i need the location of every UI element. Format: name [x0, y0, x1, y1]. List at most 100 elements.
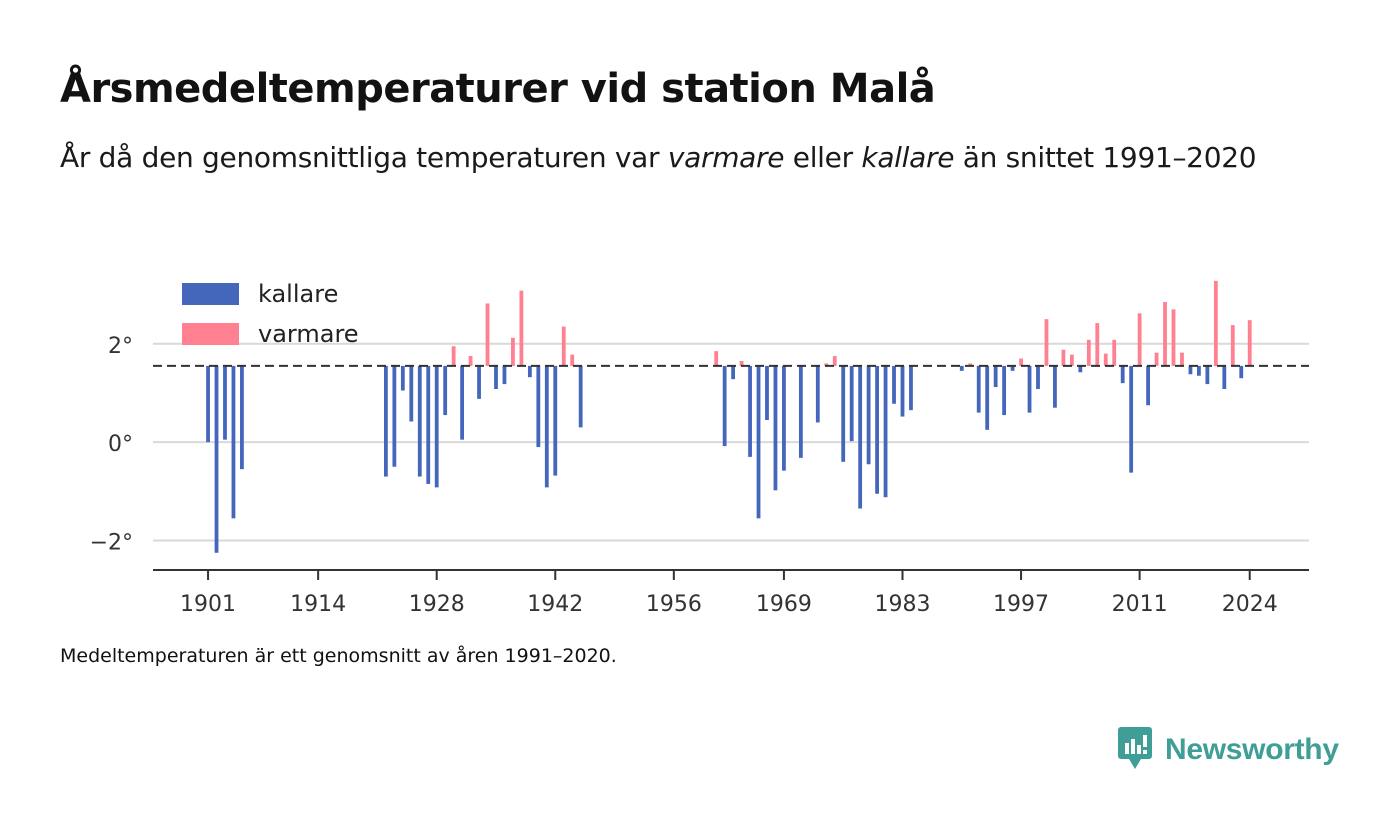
legend-swatch-kallare — [182, 283, 239, 305]
bar-kallare — [985, 365, 990, 430]
bar-kallare — [502, 365, 507, 385]
bar-varmare — [1019, 358, 1023, 366]
bar-kallare — [223, 365, 227, 440]
y-tick-label: 2° — [108, 334, 133, 359]
bar-kallare — [206, 365, 210, 443]
brand-name: Newsworthy — [1165, 733, 1339, 766]
x-tick-label: 1983 — [874, 592, 930, 617]
bar-kallare — [578, 365, 583, 428]
bar-kallare — [544, 365, 549, 488]
x-axis: 1901 1914 1928 1942 1956 1969 1983 1997 2011 2024 — [180, 570, 1278, 617]
gridlines — [153, 342, 1309, 542]
subtitle-prefix: År då den genomsnittliga temperaturen va… — [60, 141, 668, 174]
bar-kallare — [866, 365, 871, 465]
subtitle-suffix: än snittet 1991–2020 — [954, 141, 1257, 174]
bar-kallare — [815, 365, 820, 423]
bar-kallare — [782, 365, 786, 471]
x-tick-label: 1901 — [180, 592, 236, 617]
bar-kallare — [1188, 365, 1193, 375]
bar-kallare — [536, 365, 541, 448]
subtitle-warm: varmare — [667, 141, 785, 174]
bar-kallare — [409, 365, 414, 422]
x-tick-label: 2024 — [1222, 592, 1278, 617]
bar-varmare — [1044, 319, 1049, 366]
bar-varmare — [519, 290, 524, 366]
bar-kallare — [1036, 365, 1040, 390]
bar-kallare — [883, 365, 888, 498]
bar-kallare — [240, 365, 244, 470]
bar-varmare — [1213, 280, 1218, 366]
bar-varmare — [1137, 313, 1142, 366]
bar-kallare — [434, 365, 439, 488]
bar-varmare — [1069, 354, 1074, 366]
bar-kallare — [477, 365, 481, 399]
legend: kallare varmare — [182, 280, 359, 348]
newsworthy-logo-icon — [1117, 726, 1153, 774]
brand-logo: Newsworthy — [1117, 727, 1339, 773]
legend-swatch-varmare — [182, 323, 239, 345]
x-tick-label: 1997 — [993, 592, 1049, 617]
bar-kallare — [858, 365, 863, 509]
bar-kallare — [1078, 365, 1083, 373]
bar-kallare — [722, 365, 727, 447]
bar-varmare — [832, 356, 837, 366]
bar-varmare — [1230, 325, 1235, 366]
bars — [206, 280, 1252, 553]
bar-varmare — [451, 346, 456, 366]
bar-kallare — [1010, 365, 1015, 371]
bar-varmare — [561, 326, 566, 366]
bar-kallare — [849, 365, 854, 442]
bar-varmare — [570, 354, 575, 366]
bar-kallare — [731, 365, 736, 380]
y-tick-label: −2° — [90, 530, 133, 555]
bar-kallare — [765, 365, 769, 420]
bar-kallare — [875, 365, 879, 494]
bar-varmare — [1163, 301, 1167, 366]
bar-kallare — [443, 365, 448, 416]
bar-kallare — [460, 365, 465, 440]
bar-kallare — [1239, 365, 1244, 379]
x-tick-label: 2011 — [1112, 592, 1168, 617]
bar-varmare — [1061, 349, 1066, 366]
bar-varmare — [1180, 352, 1184, 366]
subtitle-mid: eller — [784, 141, 862, 174]
bar-varmare — [824, 363, 829, 366]
bar-kallare — [1197, 365, 1201, 376]
bar-kallare — [383, 365, 388, 477]
bar-kallare — [1053, 365, 1057, 408]
bar-kallare — [1120, 365, 1125, 384]
y-axis: −2° 0° 2° — [90, 334, 133, 556]
bar-kallare — [1222, 365, 1227, 390]
bar-kallare — [1027, 365, 1032, 413]
bar-kallare — [1205, 365, 1210, 385]
bar-kallare — [1002, 365, 1007, 416]
bar-varmare — [1112, 339, 1117, 366]
bar-kallare — [1129, 365, 1134, 473]
bar-kallare — [909, 365, 913, 411]
x-tick-label: 1914 — [290, 592, 346, 617]
subtitle-cold: kallare — [861, 141, 955, 174]
bar-kallare — [426, 365, 431, 484]
bar-varmare — [1103, 353, 1108, 366]
legend-label-kallare: kallare — [258, 280, 338, 308]
bar-kallare — [976, 365, 981, 413]
bar-kallare — [1146, 365, 1150, 406]
bar-kallare — [494, 365, 498, 390]
bar-kallare — [756, 365, 761, 519]
bar-kallare — [892, 365, 896, 404]
bar-kallare — [400, 365, 405, 391]
bar-varmare — [468, 356, 473, 366]
bar-varmare — [1154, 352, 1159, 366]
chart-title: Årsmedeltemperaturer vid station Malå — [60, 66, 936, 112]
bar-varmare — [714, 351, 719, 366]
footnote: Medeltemperaturen är ett genomsnitt av å… — [60, 645, 617, 667]
bar-kallare — [959, 365, 964, 371]
bar-kallare — [392, 365, 397, 467]
bar-kallare — [417, 365, 422, 477]
bar-kallare — [214, 365, 219, 553]
bar-varmare — [1171, 309, 1176, 366]
bar-kallare — [527, 365, 532, 378]
bar-varmare — [511, 337, 515, 366]
legend-label-varmare: varmare — [258, 320, 359, 348]
